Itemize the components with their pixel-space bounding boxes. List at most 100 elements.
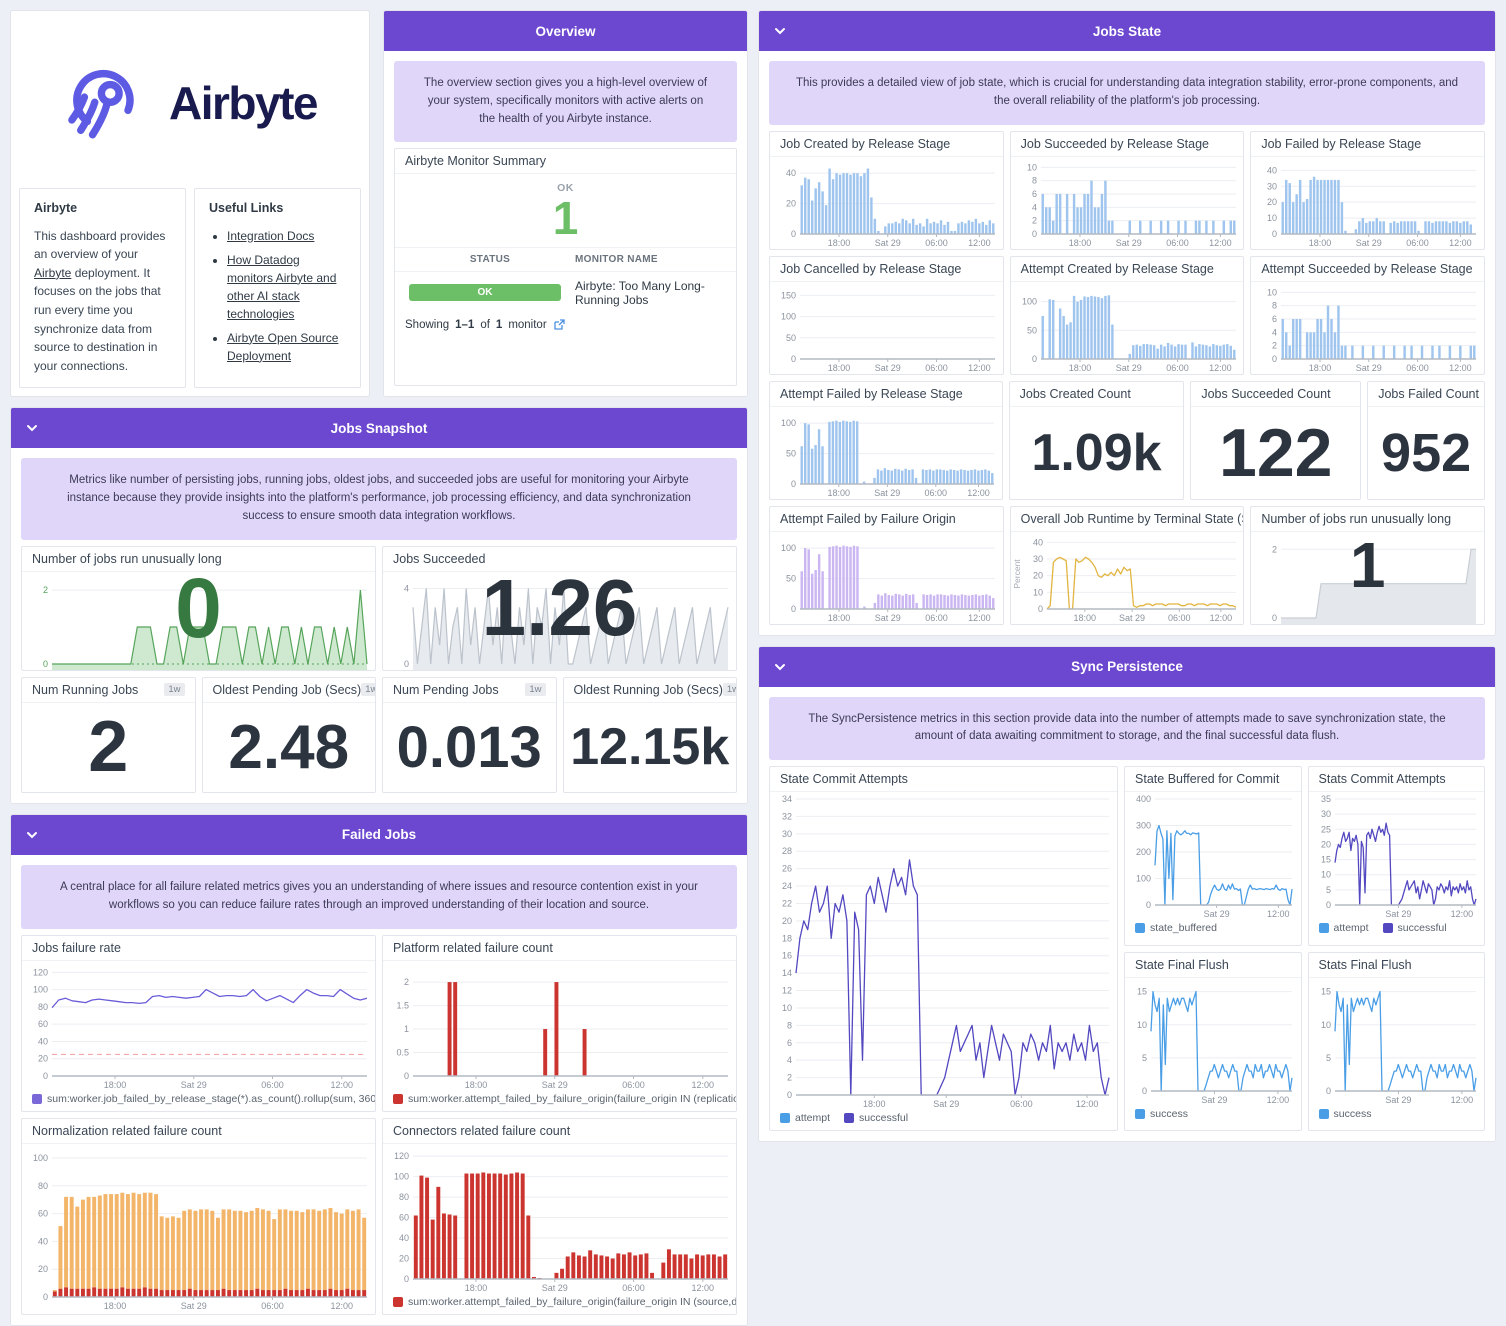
svg-text:4: 4 [787,1055,792,1065]
chart-legend: sum:worker.attempt_failed_by_failure_ori… [383,1091,736,1111]
svg-text:18:00: 18:00 [465,1283,488,1293]
svg-text:34: 34 [782,794,792,804]
chevron-down-icon[interactable] [773,24,787,38]
legend-item[interactable]: state_buffered [1135,922,1217,934]
chevron-down-icon[interactable] [773,660,787,674]
svg-text:40: 40 [38,1236,48,1246]
jobs-state-header[interactable]: Jobs State [759,11,1495,51]
svg-text:12:00: 12:00 [1450,909,1473,919]
ok-monitor-count: 1 [552,192,579,245]
legend-item[interactable]: sum:worker.attempt_failed_by_failure_ori… [393,1296,736,1308]
svg-text:0: 0 [791,604,796,614]
svg-text:150: 150 [781,290,796,300]
svg-text:Sat 29: Sat 29 [542,1080,568,1090]
legend-item[interactable]: success [1318,1108,1371,1120]
legend-item[interactable]: attempt [1318,922,1369,934]
svg-text:2: 2 [404,977,409,987]
attempt-succeeded-chart[interactable]: 0 2 4 6 8 10 18:00 Sat 29 06:00 12:00 [1251,282,1484,374]
state-buffered-chart[interactable]: 0 100 200 300 400 Sat 29 12:00 [1125,792,1300,920]
svg-text:12:00: 12:00 [692,1283,715,1293]
chart-legend: sum:worker.attempt_failed_by_failure_ori… [383,1294,736,1314]
external-link-icon[interactable] [553,319,565,331]
svg-text:12:00: 12:00 [1449,238,1472,248]
link-open-source-deployment[interactable]: Airbyte Open Source Deployment [227,330,339,363]
state-final-flush-chart[interactable]: 0 5 10 15 Sat 29 12:00 [1125,978,1300,1106]
svg-text:Sat 29: Sat 29 [875,363,901,373]
svg-text:6: 6 [1272,314,1277,324]
legend-item[interactable]: attempt [780,1112,830,1124]
overview-header[interactable]: Overview [384,11,747,51]
jobs-state-row-3: Attempt Failed by Release Stage 0 50 100 18… [769,380,1485,500]
job-created-chart[interactable]: 0 20 40 18:00 Sat 29 06:00 12:00 [770,157,1003,249]
svg-text:10: 10 [1321,1020,1331,1030]
link-how-datadog-monitors[interactable]: How Datadog monitors Airbyte and other A… [227,252,337,321]
timeframe-badge: 1w [525,683,546,697]
list-item: How Datadog monitors Airbyte and other A… [227,251,346,323]
chart-legend: success [1125,1106,1300,1126]
svg-text:Sat 29: Sat 29 [1115,238,1141,248]
failed-jobs-title: Failed Jobs [341,827,417,843]
legend-item[interactable]: sum:worker.attempt_failed_by_failure_ori… [393,1093,736,1105]
chevron-down-icon[interactable] [25,828,39,842]
job-cancelled-chart[interactable]: 0 50 100 150 18:00 Sat 29 06:00 12:00 [770,282,1003,374]
link-integration-docs[interactable]: Integration Docs [227,228,315,243]
svg-text:50: 50 [786,573,796,583]
state-commit-chart[interactable]: 0 2 4 6 8 10 12 14 16 18 20 22 24 26 28 30 32 34 18:00 Sat … [770,792,1117,1110]
platform-failure-chart[interactable]: 0 0.5 1 1.5 2 18:00 Sat 29 06:00 12:00 [383,961,736,1091]
svg-text:06:00: 06:00 [622,1080,645,1090]
svg-text:0: 0 [1146,900,1151,910]
job-runtime-chart[interactable]: 0 10 20 30 40 18:00 Sat 29 06:00 12:00 Percent [1011,532,1244,624]
failed-jobs-header[interactable]: Failed Jobs [11,814,747,855]
legend-item[interactable]: sum:worker.job_failed_by_release_stage(*… [32,1093,375,1105]
legend-item[interactable]: successful [1382,922,1447,934]
monitor-status-summary: OK 1 [395,174,736,246]
svg-text:06:00: 06:00 [1407,363,1430,373]
chevron-down-icon[interactable] [25,421,39,435]
svg-text:0: 0 [1272,229,1277,239]
svg-text:20: 20 [1321,840,1331,850]
chart-connector-failures: Connectors related failure count 0 20 40 60… [382,1117,737,1315]
monitor-name[interactable]: Airbyte: Too Many Long-Running Jobs [575,278,705,307]
svg-text:Sat 29: Sat 29 [542,1283,568,1293]
chart-platform-failures: Platform related failure count 0 0.5 1 1.5 2… [382,934,737,1112]
legend-swatch-icon [1318,1108,1329,1119]
job-succeeded-chart[interactable]: 0 2 4 6 8 10 18:00 Sat 29 06:00 12:00 [1011,157,1244,249]
sync-persistence-header[interactable]: Sync Persistence [759,646,1495,687]
attempt-failed-chart[interactable]: 0 50 100 18:00 Sat 29 06:00 12:00 [770,407,1002,499]
connector-failure-chart[interactable]: 0 20 40 60 80 100 120 18:00 Sat 29 06:00 12:00 [383,1144,736,1294]
svg-text:50: 50 [786,448,796,458]
airbyte-link[interactable]: Airbyte [34,265,72,280]
jobs-snapshot-header[interactable]: Jobs Snapshot [11,408,747,449]
job-failed-chart[interactable]: 0 10 20 30 40 18:00 Sat 29 06:00 12:00 [1251,157,1484,249]
svg-text:80: 80 [38,1180,48,1190]
jobs-snapshot-body: Metrics like number of persisting jobs, … [11,448,747,803]
legend-item[interactable]: successful [844,1112,908,1124]
svg-text:12:00: 12:00 [1209,238,1232,248]
legend-swatch-icon [1135,1108,1146,1119]
chart-state-final-flush: State Final Flush 0 5 10 15 Sat 29 12:00 succ… [1124,951,1302,1132]
svg-text:32: 32 [782,812,792,822]
svg-text:0: 0 [1272,613,1277,623]
legend-item[interactable]: success [1135,1108,1188,1120]
overview-title: Overview [535,23,596,39]
svg-text:80: 80 [38,1001,48,1011]
svg-text:Sat 29: Sat 29 [1356,363,1382,373]
svg-text:20: 20 [399,1253,409,1263]
attempt-failed-origin-chart[interactable]: 0 50 100 18:00 Sat 29 06:00 12:00 [770,532,1003,624]
jobs-failure-rate-chart[interactable]: 0 20 40 60 80 100 120 18:00 Sat 29 06:00 12:00 [22,961,375,1091]
monitor-row[interactable]: OK Airbyte: Too Many Long-Running Jobs [395,272,736,311]
svg-text:0: 0 [43,1292,48,1302]
normalization-failure-chart[interactable]: 0 20 40 60 80 100 18:00 Sat 29 06:00 12:00 [22,1144,375,1312]
svg-text:20: 20 [1267,197,1277,207]
svg-text:06:00: 06:00 [261,1301,284,1311]
stats-commit-chart[interactable]: 0 5 10 15 20 25 30 35 Sat 29 12:00 [1309,792,1484,920]
svg-text:80: 80 [399,1192,409,1202]
svg-text:60: 60 [38,1019,48,1029]
stats-final-flush-chart[interactable]: 0 5 10 15 Sat 29 12:00 [1309,978,1484,1106]
attempt-created-chart[interactable]: 0 50 100 18:00 Sat 29 06:00 12:00 [1011,282,1244,374]
svg-text:14: 14 [782,968,792,978]
svg-text:100: 100 [1136,874,1151,884]
